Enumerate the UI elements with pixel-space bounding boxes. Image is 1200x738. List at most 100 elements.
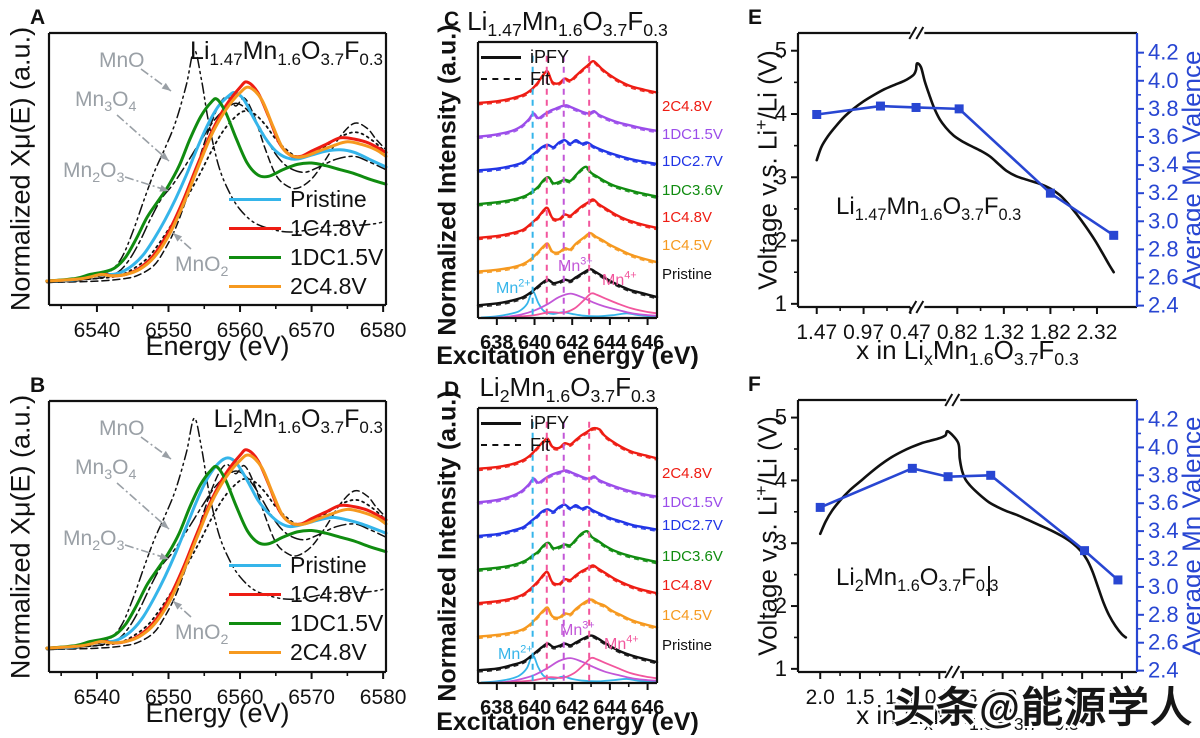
y-tick-label: 3.4	[1148, 152, 1179, 177]
data-point-marker	[875, 101, 885, 111]
x-tick-label: 1.0	[885, 686, 914, 709]
legend-label: Pristine	[290, 552, 367, 578]
series-1C4.8V	[476, 198, 659, 240]
fit-1DC3.6V	[477, 532, 658, 572]
y-tick-label: 5	[775, 38, 787, 63]
legend-item: 2C4.8V	[229, 638, 383, 667]
x-tick-label: 6560	[217, 686, 264, 709]
y-tick-label: 4.0	[1148, 68, 1179, 93]
x-tick-label: 2.0	[1068, 686, 1097, 709]
legend-line-swatch	[481, 444, 521, 446]
annotation-arrowhead	[173, 233, 183, 242]
fit-Pristine	[477, 636, 658, 673]
series-2C4.8V	[476, 59, 659, 105]
chart-canvas-A: 6540 6550 6560 6570 6580	[45, 31, 406, 342]
legend-item: 1DC1.5V	[229, 243, 383, 272]
series-Mn3-component	[486, 292, 658, 319]
data-point-marker	[1109, 230, 1119, 240]
series-Pristine	[476, 634, 659, 672]
panel-a-xanes-chart: Normalized Xμ(E) (a.u.) Energy (eV) Li1.…	[6, 27, 407, 361]
panel-letter-b: B	[30, 374, 46, 397]
x-tick-label: 642	[556, 697, 589, 719]
curve-label: 1DC3.6V	[662, 547, 723, 565]
y-tick-label: 4.2	[1148, 407, 1179, 432]
chart-canvas-E: 1.47 0.97 0.47 0.82 1.32 1.82 2.32 1 2 3 4 5 2.4 2.6 2…	[775, 26, 1179, 344]
reference-annotation: MnO	[99, 49, 145, 72]
x-tick-label: 6540	[74, 686, 121, 709]
panel-title-formula: Li1.47Mn1.6O3.7F0.3	[190, 37, 383, 69]
x-axis-label: Energy (eV)	[145, 331, 290, 361]
panel-d-ipfy-chart: Normalized Intensity (a.u.) Excitation e…	[434, 372, 723, 736]
panel-letter-f: F	[748, 373, 761, 396]
legend: Pristine 1C4.8V 1DC1.5V 2C4.8V	[229, 551, 383, 667]
legend-item: Pristine	[229, 185, 383, 214]
x-tick-label: 0.5	[948, 686, 977, 709]
y-tick-label: 3.0	[1148, 574, 1179, 599]
curve-label: 1DC3.6V	[662, 182, 723, 200]
panel-letter-a: A	[30, 6, 46, 29]
legend-item: iPFY	[481, 412, 569, 434]
x-tick-label: 1.0	[988, 686, 1017, 709]
series-1DC2.7V	[476, 503, 659, 538]
x-tick-label: 6550	[145, 319, 192, 342]
series-Mn4-component	[495, 656, 658, 684]
legend-item: iPFY	[481, 46, 569, 68]
series-2C4.8V	[45, 453, 388, 650]
legend-label: 1C4.8V	[290, 215, 367, 241]
legend-label: 2C4.8V	[290, 273, 367, 299]
annotation-arrowhead	[159, 520, 169, 529]
fit-1DC3.6V	[477, 167, 658, 207]
component-label: Mn3+	[558, 255, 593, 275]
series-Mn4-component	[495, 292, 658, 319]
annotation-arrowhead	[161, 82, 171, 91]
legend: iPFY Fit	[481, 412, 569, 456]
panel-letter-e: E	[748, 6, 763, 29]
data-point-marker	[1113, 575, 1123, 585]
reference-annotation: MnO	[99, 417, 145, 440]
y-tick-label: 3	[775, 530, 787, 555]
component-label: Mn4+	[604, 633, 639, 653]
legend-label: Fit	[530, 434, 550, 455]
right-y-axis-label: Average Mn Valence	[1176, 50, 1200, 290]
x-tick-label: 638	[480, 332, 513, 354]
x-tick-label: 0.5	[925, 686, 954, 709]
data-point-marker	[815, 502, 825, 512]
y-tick-label: 3.8	[1148, 462, 1179, 487]
curve-label: 1DC2.7V	[662, 517, 723, 535]
data-point-marker	[943, 472, 953, 482]
y-tick-label: 4.2	[1148, 40, 1179, 65]
reference-annotation: Mn3O4	[75, 456, 137, 484]
x-tick-label: 6560	[217, 319, 264, 342]
series-1DC3.6V	[476, 529, 659, 571]
y-tick-label: 3.8	[1148, 96, 1179, 121]
legend-line-swatch	[229, 651, 281, 654]
fit-1C4.5V	[477, 600, 658, 640]
x-tick-label: 640	[518, 332, 551, 354]
reference-annotation: MnO2	[175, 253, 229, 281]
panel-title-formula: Li2Mn1.6O3.7F0.3	[479, 372, 656, 407]
series-1DC1.5V	[476, 104, 659, 138]
y-tick-label: 3.2	[1148, 546, 1179, 571]
y-tick-label: 2	[775, 593, 787, 618]
data-point-marker	[812, 109, 822, 119]
legend-line-swatch	[229, 198, 281, 201]
legend-label: iPFY	[530, 412, 570, 433]
x-axis-label: Excitation energy (eV)	[436, 708, 699, 736]
x-tick-label: 646	[631, 332, 664, 354]
x-tick-label: 6570	[288, 319, 335, 342]
data-point-marker	[1080, 546, 1090, 556]
y-tick-label: 2.6	[1148, 630, 1179, 655]
x-tick-label: 6580	[360, 686, 407, 709]
panel-letter-d: D	[444, 378, 460, 401]
x-tick-label: 646	[631, 697, 664, 719]
series-1DC2.7V	[476, 138, 659, 172]
legend-item: 2C4.8V	[229, 272, 383, 301]
annotation-arrow	[140, 436, 172, 460]
x-tick-label: 1.5	[845, 686, 874, 709]
x-axis-label: Energy (eV)	[145, 698, 290, 728]
x-tick-label: 6540	[74, 319, 121, 342]
component-label: Mn2+	[498, 643, 533, 663]
panel-letter-c: C	[444, 8, 460, 31]
y-tick-label: 2.4	[1148, 658, 1179, 683]
x-tick-label: 6580	[360, 319, 407, 342]
